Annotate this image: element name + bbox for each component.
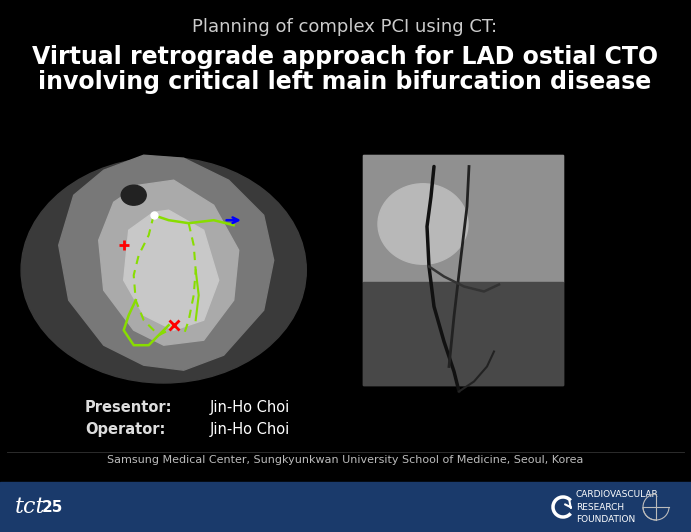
Bar <box>0 482 691 532</box>
Polygon shape <box>124 210 218 330</box>
Bar <box>363 281 563 385</box>
Text: tct: tct <box>15 496 46 518</box>
Bar <box>363 155 563 385</box>
Ellipse shape <box>378 184 468 264</box>
Bar <box>363 155 563 281</box>
Text: involving critical left main bifurcation disease: involving critical left main bifurcation… <box>39 70 652 94</box>
Text: Jin-Ho Choi: Jin-Ho Choi <box>210 400 290 415</box>
Text: Operator:: Operator: <box>85 422 165 437</box>
Text: Jin-Ho Choi: Jin-Ho Choi <box>210 422 290 437</box>
Ellipse shape <box>21 157 306 383</box>
Text: Presentor:: Presentor: <box>85 400 173 415</box>
Text: Virtual retrograde approach for LAD ostial CTO: Virtual retrograde approach for LAD osti… <box>32 45 658 69</box>
Polygon shape <box>99 180 238 345</box>
Text: Samsung Medical Center, Sungkyunkwan University School of Medicine, Seoul, Korea: Samsung Medical Center, Sungkyunkwan Uni… <box>107 455 583 465</box>
Text: 25: 25 <box>41 500 63 514</box>
Text: Planning of complex PCI using CT:: Planning of complex PCI using CT: <box>192 18 498 36</box>
Ellipse shape <box>121 185 146 205</box>
Polygon shape <box>59 155 274 370</box>
Text: CARDIOVASCULAR
RESEARCH
FOUNDATION: CARDIOVASCULAR RESEARCH FOUNDATION <box>576 490 659 524</box>
